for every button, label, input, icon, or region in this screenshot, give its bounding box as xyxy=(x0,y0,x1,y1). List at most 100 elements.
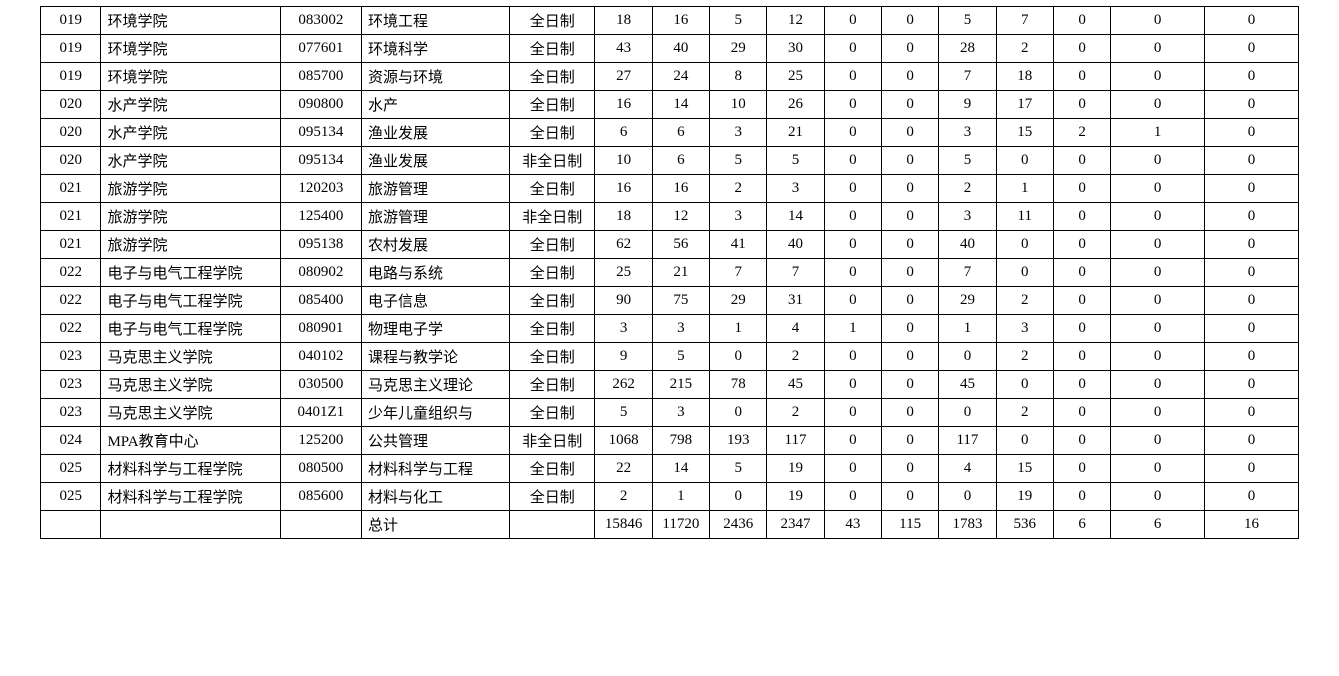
table-cell: 6 xyxy=(652,119,709,147)
table-cell: 2 xyxy=(996,287,1053,315)
table-cell: 0 xyxy=(1053,287,1110,315)
table-cell: 1 xyxy=(1111,119,1205,147)
table-cell: 马克思主义学院 xyxy=(101,371,280,399)
table-cell: 14 xyxy=(652,91,709,119)
table-cell: 16 xyxy=(1205,511,1299,539)
table-row: 019环境学院077601环境科学全日制4340293000282000 xyxy=(41,35,1299,63)
table-cell: 2 xyxy=(996,399,1053,427)
table-cell: 资源与环境 xyxy=(361,63,509,91)
table-cell: 0 xyxy=(882,7,939,35)
table-cell: 0 xyxy=(1053,315,1110,343)
table-cell: 0 xyxy=(882,259,939,287)
table-row: 021旅游学院125400旅游管理非全日制181231400311000 xyxy=(41,203,1299,231)
table-cell: 019 xyxy=(41,7,101,35)
table-cell: 0 xyxy=(824,203,881,231)
table-cell: 0 xyxy=(1111,259,1205,287)
table-cell: 0 xyxy=(1053,7,1110,35)
table-cell: 17 xyxy=(996,91,1053,119)
table-cell: 3 xyxy=(710,119,767,147)
table-cell: 15 xyxy=(996,455,1053,483)
table-cell: 024 xyxy=(41,427,101,455)
table-cell: 0 xyxy=(939,399,996,427)
table-cell: 0 xyxy=(824,7,881,35)
table-cell: 3 xyxy=(767,175,824,203)
table-cell: 5 xyxy=(710,7,767,35)
table-cell xyxy=(509,511,594,539)
table-cell: 5 xyxy=(710,147,767,175)
table-cell: 0 xyxy=(996,427,1053,455)
table-cell: 021 xyxy=(41,203,101,231)
table-cell: 080500 xyxy=(280,455,361,483)
table-cell: 090800 xyxy=(280,91,361,119)
table-cell: 电路与系统 xyxy=(361,259,509,287)
table-cell: 798 xyxy=(652,427,709,455)
table-cell: 全日制 xyxy=(509,63,594,91)
table-cell: 旅游学院 xyxy=(101,231,280,259)
table-cell: 0 xyxy=(1053,371,1110,399)
table-cell: 旅游学院 xyxy=(101,203,280,231)
table-cell: 6 xyxy=(1053,511,1110,539)
table-cell: 0 xyxy=(824,483,881,511)
table-cell: 公共管理 xyxy=(361,427,509,455)
table-cell: 0 xyxy=(1111,91,1205,119)
table-cell: 0 xyxy=(1205,287,1299,315)
table-cell: 022 xyxy=(41,315,101,343)
table-cell: 0 xyxy=(1053,231,1110,259)
table-cell: 0 xyxy=(1205,315,1299,343)
table-cell: 19 xyxy=(767,455,824,483)
table-cell: 旅游管理 xyxy=(361,175,509,203)
table-cell: 0 xyxy=(1053,427,1110,455)
table-cell: 材料科学与工程 xyxy=(361,455,509,483)
table-cell: 27 xyxy=(595,63,652,91)
table-cell: 2 xyxy=(1053,119,1110,147)
table-cell: 0 xyxy=(882,35,939,63)
table-cell: 课程与教学论 xyxy=(361,343,509,371)
table-cell: 6 xyxy=(595,119,652,147)
table-cell: 水产 xyxy=(361,91,509,119)
table-cell: 41 xyxy=(710,231,767,259)
table-row: 025材料科学与工程学院085600材料与化工全日制2101900019000 xyxy=(41,483,1299,511)
table-cell: 7 xyxy=(710,259,767,287)
table-cell: 物理电子学 xyxy=(361,315,509,343)
table-cell: 0 xyxy=(1053,399,1110,427)
table-cell: 083002 xyxy=(280,7,361,35)
table-cell: 全日制 xyxy=(509,287,594,315)
table-cell: 020 xyxy=(41,119,101,147)
table-cell: 45 xyxy=(939,371,996,399)
table-cell: 全日制 xyxy=(509,315,594,343)
table-cell: 0 xyxy=(824,371,881,399)
table-cell: 021 xyxy=(41,175,101,203)
table-cell: 2 xyxy=(710,175,767,203)
table-cell: 非全日制 xyxy=(509,203,594,231)
table-cell: 水产学院 xyxy=(101,91,280,119)
table-row: 020水产学院095134渔业发展全日制6632100315210 xyxy=(41,119,1299,147)
table-cell: 080901 xyxy=(280,315,361,343)
table-cell: 7 xyxy=(996,7,1053,35)
table-cell: 1 xyxy=(710,315,767,343)
table-cell: 21 xyxy=(652,259,709,287)
table-cell: 3 xyxy=(652,399,709,427)
table-cell: 旅游学院 xyxy=(101,175,280,203)
table-cell: 3 xyxy=(939,203,996,231)
table-row: 023马克思主义学院040102课程与教学论全日制95020002000 xyxy=(41,343,1299,371)
table-cell: 0 xyxy=(1111,343,1205,371)
table-cell: 0 xyxy=(1111,399,1205,427)
table-cell: 全日制 xyxy=(509,91,594,119)
table-cell: 19 xyxy=(996,483,1053,511)
table-cell: 0 xyxy=(1053,175,1110,203)
table-cell: 1068 xyxy=(595,427,652,455)
table-row: 022电子与电气工程学院080902电路与系统全日制2521770070000 xyxy=(41,259,1299,287)
table-cell: 0 xyxy=(824,259,881,287)
table-cell: 环境学院 xyxy=(101,63,280,91)
table-cell: 渔业发展 xyxy=(361,119,509,147)
table-cell: 43 xyxy=(595,35,652,63)
table-cell: 62 xyxy=(595,231,652,259)
table-cell: 1 xyxy=(939,315,996,343)
table-cell: 0 xyxy=(882,231,939,259)
table-cell: 0 xyxy=(939,483,996,511)
table-cell: 019 xyxy=(41,35,101,63)
table-row: 024MPA教育中心125200公共管理非全日制1068798193117001… xyxy=(41,427,1299,455)
table-cell: 7 xyxy=(939,63,996,91)
table-cell: 0 xyxy=(1205,119,1299,147)
table-cell: 环境工程 xyxy=(361,7,509,35)
